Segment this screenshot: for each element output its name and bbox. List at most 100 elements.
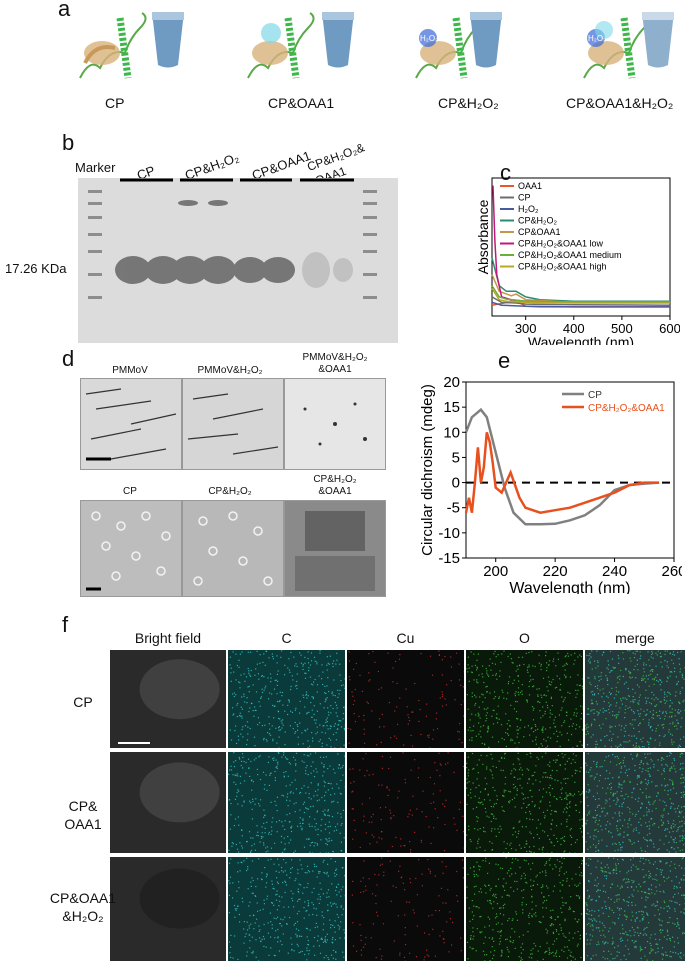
- panel-a-label: a: [58, 0, 71, 21]
- tube-3: [470, 12, 502, 68]
- chart-e-y-tick-label: -5: [447, 500, 460, 517]
- chart-e-xlabel: Wavelength (nm): [509, 580, 630, 594]
- h2o2-tag-2: H₂O₂: [588, 34, 606, 43]
- tem-label-cp: CP: [123, 486, 137, 497]
- chart-e-legend-entry: CP&H₂O₂&OAA1: [588, 403, 665, 414]
- gel-image: [78, 178, 398, 343]
- tube-2: [322, 12, 354, 68]
- chart-e-series-line: [464, 407, 660, 526]
- chart-e-x-tick-label: 260: [661, 563, 682, 580]
- eds-column-label: C: [281, 630, 292, 646]
- eds-column-label: merge: [615, 630, 655, 646]
- eds-map-tile: [585, 857, 685, 961]
- eds-column-label: O: [519, 630, 530, 646]
- chart-c-legend-entry: OAA1: [518, 181, 542, 191]
- marker-label: Marker: [75, 160, 116, 175]
- tube-1: [152, 12, 184, 68]
- chart-c-series-line: [491, 285, 670, 303]
- chart-c-legend-entry: CP&H₂O₂&OAA1 low: [518, 239, 604, 249]
- tem-pmmov-h2o2: [182, 378, 284, 470]
- chart-e-y-tick-label: 20: [443, 374, 460, 391]
- tem-label-cp-h2o2: CP&H₂O₂: [208, 486, 252, 497]
- eds-map-tile: [347, 752, 464, 853]
- chart-c-series-line: [491, 296, 671, 306]
- eds-map-tile: [347, 650, 464, 748]
- chart-e-ylabel: Circular dichroism (mdeg): [420, 384, 436, 556]
- chart-e-y-tick-label: -15: [438, 550, 460, 567]
- tem-label-pmmov: PMMoV: [112, 365, 148, 376]
- caption-cp-oaa1: CP&OAA1: [268, 95, 335, 111]
- chart-e-y-tick-label: -10: [438, 525, 460, 542]
- panel-b-label: b: [62, 130, 75, 155]
- chart-c-x-tick-label: 400: [563, 321, 585, 336]
- eds-column-label: Cu: [396, 630, 415, 646]
- chart-c-series-line: [491, 257, 670, 303]
- eds-map-tile: [110, 650, 226, 748]
- eds-map-tile: [110, 752, 226, 853]
- chart-c-x-tick-label: 500: [611, 321, 633, 336]
- chart-c-x-tick-label: 600: [659, 321, 680, 336]
- chart-c-legend-entry: CP: [518, 193, 531, 203]
- chart-e-y-tick-label: 10: [443, 424, 460, 441]
- eds-map-tile: [466, 857, 583, 961]
- tem-cp-h2o2-oaa1: [284, 500, 386, 597]
- chart-e-x-tick-label: 240: [602, 563, 627, 580]
- eds-map-tile: [347, 857, 464, 961]
- protein-structures: H₂O₂ H₂O₂: [79, 12, 651, 79]
- row-label-cp-oaa1-b: OAA1: [64, 816, 102, 832]
- eds-map-tile: [228, 857, 345, 961]
- chart-c-legend-entry: H₂O₂: [518, 204, 539, 214]
- chart-c-legend-entry: CP&H₂O₂&OAA1 high: [518, 262, 607, 272]
- chart-c-series-line: [491, 288, 670, 304]
- chart-e-x-tick-label: 200: [483, 563, 508, 580]
- chart-c-x-tick-label: 300: [515, 321, 537, 336]
- row-label-cp-oaa1-a: CP&: [68, 798, 98, 814]
- panel-f-label: f: [62, 612, 69, 637]
- chart-e-frame: [465, 381, 675, 559]
- chart-c-legend-entry: CP&OAA1: [518, 227, 561, 237]
- tem-label-pmmov-h2o2: PMMoV&H₂O₂: [197, 365, 263, 376]
- eds-map-tile: [228, 752, 345, 853]
- caption-cp-h2o2: CP&H₂O₂: [438, 95, 499, 111]
- protein-structure-2: [247, 12, 315, 79]
- protein-structure-1: [79, 12, 147, 79]
- tem-label-pmmov-h2o2-oaa1-a: PMMoV&H₂O₂: [302, 352, 368, 363]
- tem-label-cp-h2o2-oaa1-b: &OAA1: [318, 486, 352, 497]
- eds-map-tile: [466, 650, 583, 748]
- chart-e-y-tick-label: 0: [452, 475, 460, 492]
- caption-cp-oaa1-h2o2: CP&OAA1&H₂O₂: [566, 95, 674, 111]
- chart-c-ylabel: Absorbance: [475, 199, 491, 274]
- row-label-cp-oaa1-h2o2-a: CP&OAA1: [49, 890, 117, 906]
- chart-c-legend-entry: CP&H₂O₂&OAA1 medium: [518, 250, 622, 260]
- eds-map-tile: [585, 650, 685, 748]
- chart-c-series-line: [491, 274, 670, 304]
- chart-c-absorbance: 300 400 500 600 Wavelength (nm) Absorbance OAA…: [475, 177, 680, 345]
- eds-map-tile: [466, 752, 583, 853]
- chart-c-series-line: [491, 301, 670, 308]
- tem-pmmov: [80, 378, 182, 470]
- row-label-cp-oaa1-h2o2-b: &H₂O₂: [62, 908, 104, 924]
- chart-e-series-line: [464, 431, 660, 514]
- tube-4: [642, 12, 674, 68]
- tem-cp-h2o2: [182, 500, 284, 597]
- eds-map-tile: [110, 857, 226, 961]
- chart-e-x-tick-label: 220: [543, 563, 568, 580]
- eds-map-tile: [228, 650, 345, 748]
- tem-cp: [80, 500, 182, 597]
- chart-e-y-tick-label: 15: [443, 399, 460, 416]
- chart-c-frame: [491, 177, 671, 317]
- chart-c-xlabel: Wavelength (nm): [528, 334, 634, 345]
- mw-label: 17.26 KDa: [5, 261, 67, 276]
- chart-e-legend-entry: CP: [588, 390, 602, 401]
- chart-e-circular-dichroism: 200 220 240 260 -15 -10 -5 0 5 10 15 20 Wavelength (…: [420, 374, 682, 594]
- panel-c-label: c: [500, 160, 511, 185]
- tem-label-cp-h2o2-oaa1-a: CP&H₂O₂: [313, 474, 357, 485]
- panel-e-label: e: [498, 348, 511, 373]
- eds-map-tile: [585, 752, 685, 853]
- tem-pmmov-h2o2-oaa1: [284, 378, 386, 470]
- caption-cp: CP: [105, 95, 125, 111]
- tem-label-pmmov-h2o2-oaa1-b: &OAA1: [318, 364, 352, 375]
- chart-e-y-tick-label: 5: [452, 449, 460, 466]
- h2o2-tag-1: H₂O₂: [420, 34, 438, 43]
- protein-structure-3: H₂O₂: [415, 12, 483, 79]
